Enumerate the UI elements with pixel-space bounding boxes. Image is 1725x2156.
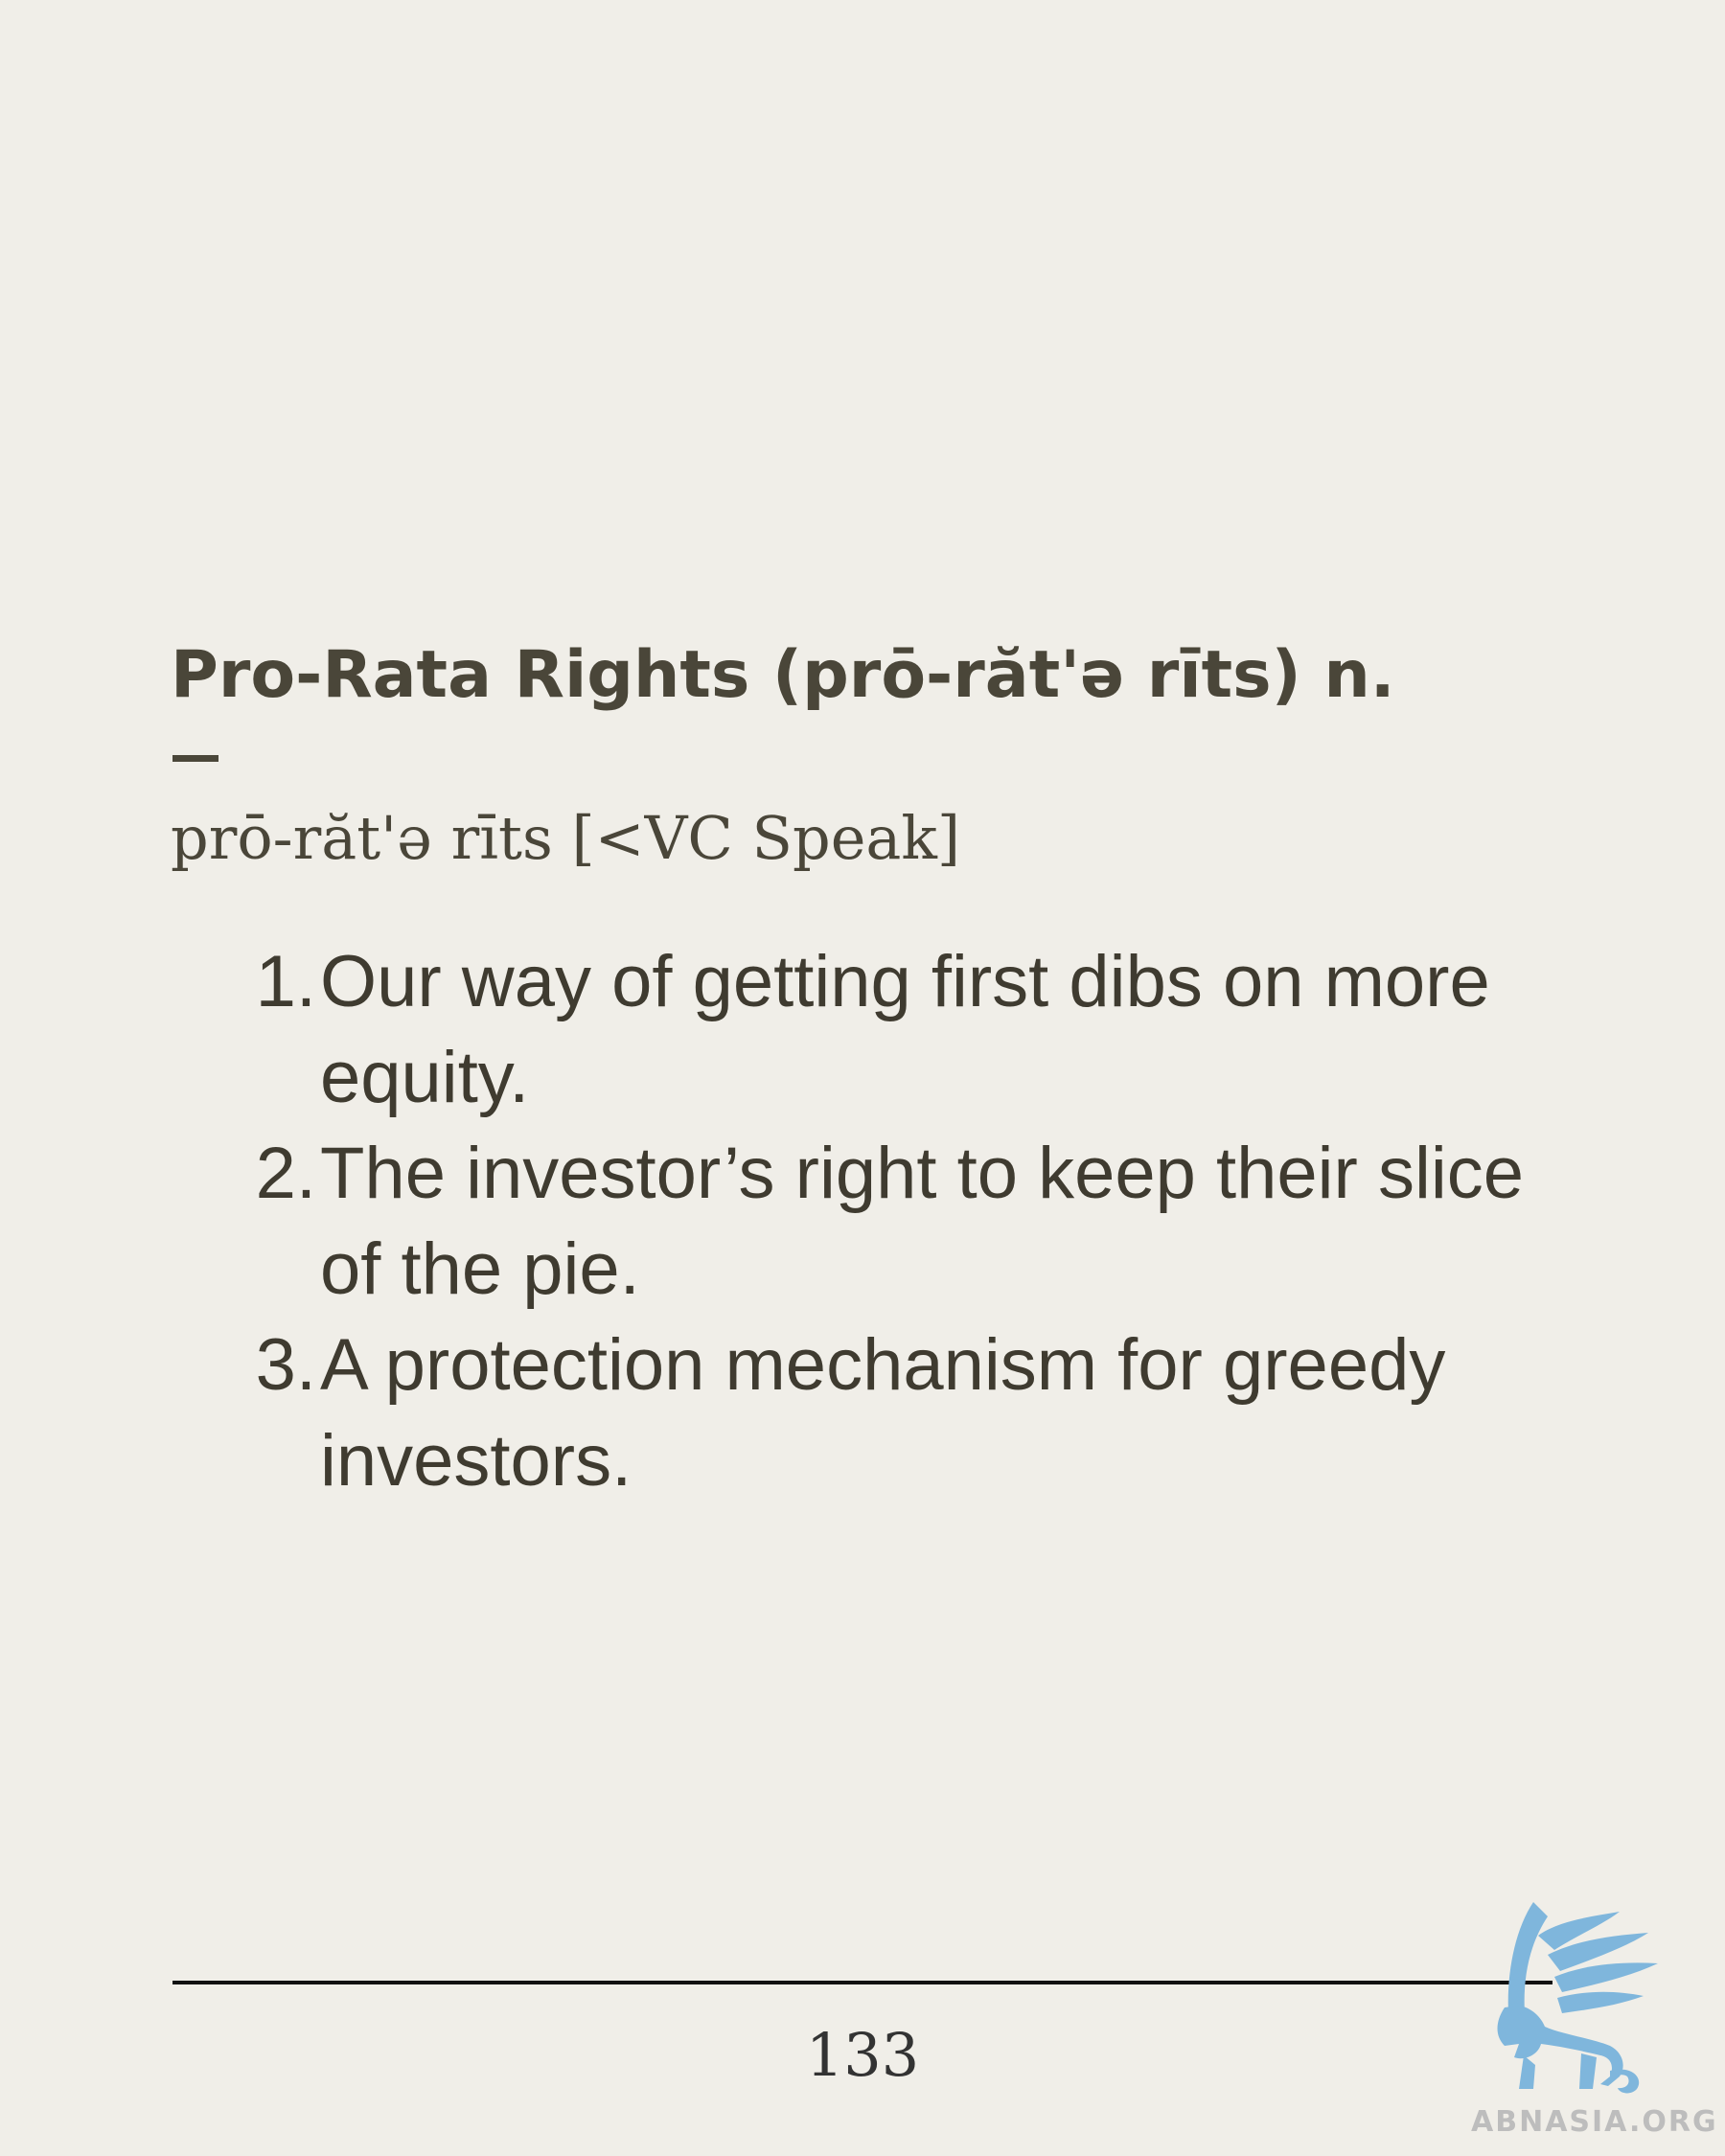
definition-text: A protection mechanism for greedy invest… [320, 1324, 1446, 1502]
pronunciation-line: prō-răt'ə rīts [<VC Speak] [171, 803, 961, 873]
definition-item: 3. A protection mechanism for greedy inv… [240, 1318, 1562, 1509]
definition-text: The investor’s right to keep their slice… [320, 1133, 1525, 1310]
title-dash-divider [172, 755, 218, 762]
definition-item: 2. The investor’s right to keep their sl… [240, 1126, 1562, 1318]
abnasia-logo: ABNASIA.ORG [1466, 1892, 1725, 2156]
definition-number: 1. [255, 941, 316, 1022]
griffin-icon [1497, 1902, 1658, 2094]
term-title: Pro-Rata Rights (prō-răt'ə rīts) n. [171, 637, 1395, 713]
footer-rule [172, 1981, 1552, 1984]
definition-item: 1. Our way of getting first dibs on more… [240, 934, 1562, 1126]
definition-number: 3. [255, 1324, 316, 1406]
definition-text: Our way of getting first dibs on more eq… [320, 941, 1490, 1118]
definition-number: 2. [255, 1133, 316, 1214]
page-number: 133 [805, 2020, 920, 2090]
definitions-list: 1. Our way of getting first dibs on more… [240, 934, 1562, 1509]
logo-text: ABNASIA.ORG [1471, 2105, 1718, 2139]
